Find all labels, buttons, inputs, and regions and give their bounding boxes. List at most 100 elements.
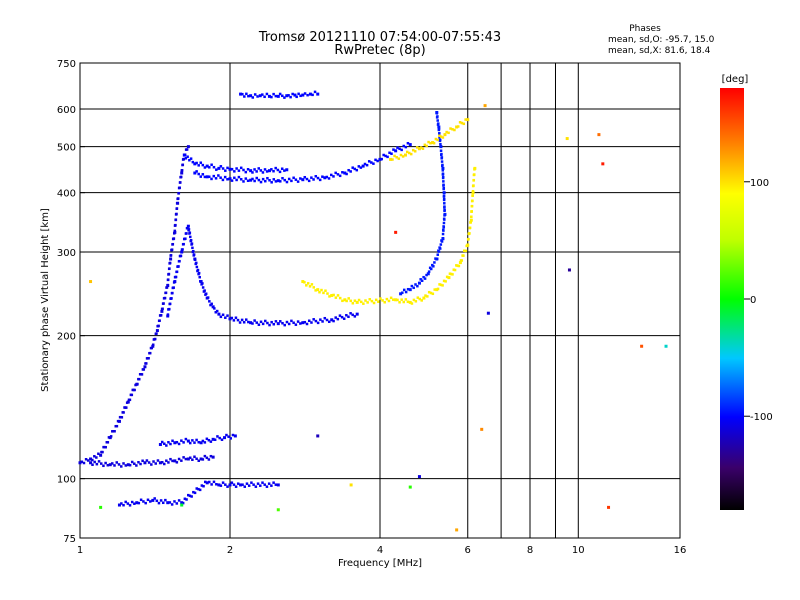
- trace-fill-point: [440, 152, 443, 156]
- trace-fill-point: [217, 174, 220, 177]
- trace-fill-point: [126, 502, 130, 505]
- trace-fill-point: [171, 291, 174, 295]
- trace-point: [276, 483, 280, 487]
- trace-fill-point: [276, 168, 280, 172]
- trace-fill-point: [91, 458, 94, 462]
- trace-fill-point: [471, 199, 474, 203]
- trace-fill-point: [279, 180, 282, 183]
- trace-fill-point: [130, 460, 134, 464]
- trace-fill-point: [166, 283, 169, 287]
- trace-fill-point: [230, 179, 234, 182]
- trace-fill-point: [199, 175, 203, 178]
- trace-fill-point: [219, 165, 223, 168]
- trace-fill-point: [440, 156, 444, 159]
- trace-point: [193, 171, 197, 175]
- trace-point: [378, 157, 382, 161]
- trace-fill-point: [201, 163, 205, 167]
- trace-fill-point: [442, 180, 445, 183]
- trace-fill-point: [139, 498, 143, 502]
- trace-fill-point: [207, 438, 211, 442]
- trace-fill-point: [413, 150, 417, 153]
- trace-fill-point: [261, 93, 264, 96]
- trace-fill-point: [472, 178, 476, 182]
- trace-fill-point: [197, 164, 200, 167]
- trace-fill-point: [338, 174, 342, 178]
- trace-point: [301, 93, 305, 97]
- trace-fill-point: [281, 176, 284, 180]
- trace-fill-point: [148, 351, 152, 355]
- colorbar-tick-label: 0: [750, 295, 756, 306]
- scatter-point: [316, 434, 320, 438]
- trace-fill-point: [443, 205, 446, 208]
- trace-fill-point: [429, 291, 433, 295]
- trace-fill-point: [106, 463, 110, 467]
- trace-fill-point: [142, 368, 146, 371]
- trace-point: [169, 257, 173, 261]
- trace-fill-point: [349, 312, 352, 315]
- trace-fill-point: [442, 225, 445, 228]
- trace-fill-point: [345, 299, 348, 303]
- trace-fill-point: [155, 499, 159, 503]
- trace-fill-point: [182, 157, 186, 161]
- trace-fill-point: [441, 136, 445, 139]
- trace-point: [408, 300, 412, 304]
- trace-fill-point: [150, 346, 154, 350]
- trace-fill-point: [411, 148, 415, 152]
- trace-fill-point: [398, 147, 401, 151]
- trace-fill-point: [254, 485, 258, 488]
- x-axis-label: Frequency [MHz]: [338, 558, 422, 569]
- trace-fill-point: [435, 112, 439, 115]
- trace-fill-point: [313, 90, 317, 94]
- trace-point: [151, 344, 155, 348]
- trace-fill-point: [169, 442, 172, 446]
- trace-fill-point: [472, 184, 475, 187]
- trace-fill-point: [245, 318, 248, 321]
- trace-fill-point: [414, 300, 418, 303]
- trace-fill-point: [274, 180, 278, 183]
- trace-fill-point: [239, 166, 243, 170]
- trace-fill-point: [237, 175, 241, 179]
- trace-fill-point: [389, 296, 393, 300]
- trace-point: [403, 153, 407, 157]
- trace-fill-point: [154, 462, 157, 465]
- x-tick-label: 10: [572, 545, 585, 556]
- trace-fill-point: [407, 151, 411, 155]
- trace-fill-point: [299, 94, 302, 98]
- trace-point: [217, 312, 221, 316]
- x-tick-label: 6: [465, 545, 471, 556]
- trace-fill-point: [173, 229, 177, 233]
- trace-point: [228, 317, 232, 321]
- trace-fill-point: [471, 194, 474, 197]
- trace-fill-point: [312, 318, 315, 321]
- trace-fill-point: [385, 297, 389, 301]
- trace-fill-point: [177, 265, 180, 268]
- trace-fill-point: [106, 441, 110, 444]
- trace-fill-point: [442, 221, 446, 225]
- trace-fill-point: [188, 158, 191, 162]
- trace-fill-point: [426, 295, 429, 298]
- trace-fill-point: [167, 461, 170, 464]
- trace-fill-point: [122, 462, 125, 465]
- trace-fill-point: [395, 156, 398, 159]
- trace-fill-point: [233, 176, 236, 180]
- trace-point: [143, 365, 147, 369]
- trace-fill-point: [321, 320, 324, 323]
- trace-fill-point: [172, 286, 175, 289]
- trace-fill-point: [393, 154, 396, 158]
- trace-fill-point: [351, 302, 355, 305]
- trace-fill-point: [332, 293, 335, 297]
- trace-fill-point: [184, 237, 187, 240]
- trace-fill-point: [261, 171, 265, 174]
- trace-fill-point: [347, 297, 350, 300]
- trace-fill-point: [267, 482, 271, 485]
- trace-fill-point: [464, 118, 467, 121]
- trace-point: [199, 457, 203, 461]
- trace-fill-point: [359, 300, 363, 304]
- trace-point: [301, 178, 305, 182]
- trace-fill-point: [168, 302, 172, 306]
- trace-fill-point: [287, 177, 291, 181]
- trace-fill-point: [336, 173, 340, 176]
- trace-fill-point: [232, 319, 236, 322]
- trace-fill-point: [205, 456, 209, 460]
- x-axis-ticks: 1 2 4 6 8 10 16: [77, 545, 687, 556]
